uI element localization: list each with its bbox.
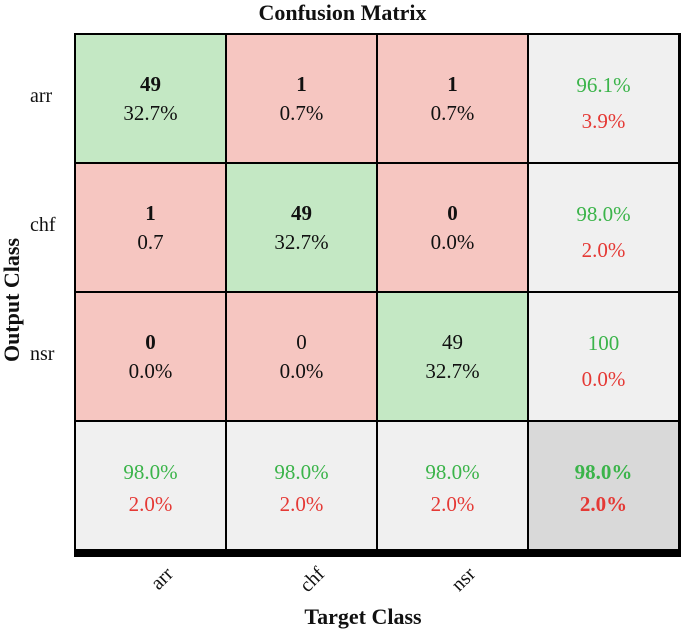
- col-error-rate: 2.0%: [279, 492, 324, 516]
- chart-title: Confusion Matrix: [258, 0, 427, 25]
- matrix-cell: 0 0.0%: [76, 293, 225, 420]
- row-error-rate: 2.0%: [581, 238, 626, 262]
- cell-count: 1: [447, 72, 458, 96]
- cell-percent: 32.7%: [274, 230, 329, 254]
- row-tick-label: chf: [30, 213, 56, 236]
- cell-percent: 0.0%: [430, 230, 475, 254]
- overall-cell: 98.0% 2.0%: [529, 422, 678, 549]
- cell-count: 49: [140, 72, 161, 96]
- col-error-rate: 2.0%: [430, 492, 475, 516]
- matrix-cell: 0 0.0%: [227, 293, 376, 420]
- col-tick-label: nsr: [447, 563, 481, 596]
- row-correct-rate: 100: [587, 331, 620, 355]
- row-correct-rate: 98.0%: [576, 202, 631, 226]
- col-correct-rate: 98.0%: [425, 460, 480, 484]
- col-tick-label: arr: [146, 563, 179, 595]
- row-summary-cell: 98.0% 2.0%: [529, 164, 678, 291]
- col-summary-cell: 98.0% 2.0%: [76, 422, 225, 549]
- cell-percent: 32.7%: [425, 359, 480, 383]
- x-axis-label: Target Class: [304, 604, 422, 629]
- col-correct-rate: 98.0%: [123, 460, 178, 484]
- overall-error-rate: 2.0%: [579, 492, 628, 516]
- cell-percent: 0.7%: [430, 101, 475, 125]
- cell-count: 49: [442, 330, 463, 354]
- cell-percent: 0.0%: [128, 359, 173, 383]
- cell-count: 1: [296, 72, 307, 96]
- matrix-cell: 49 32.7%: [76, 35, 225, 162]
- row-error-rate: 3.9%: [581, 109, 626, 133]
- col-error-rate: 2.0%: [128, 492, 173, 516]
- row-tick-label: arr: [30, 84, 53, 107]
- col-summary-cell: 98.0% 2.0%: [378, 422, 527, 549]
- cell-count: 0: [296, 330, 307, 354]
- overall-correct-rate: 98.0%: [574, 460, 633, 484]
- matrix-cell: 0 0.0%: [378, 164, 527, 291]
- row-summary-cell: 96.1% 3.9%: [529, 35, 678, 162]
- matrix-cell: 1 0.7%: [378, 35, 527, 162]
- cell-count: 0: [447, 201, 458, 225]
- cell-percent: 32.7%: [123, 101, 178, 125]
- col-tick-label: chf: [295, 563, 330, 597]
- matrix-cell: 1 0.7%: [227, 35, 376, 162]
- matrix-cell: 1 0.7: [76, 164, 225, 291]
- matrix-cell: 49 32.7%: [227, 164, 376, 291]
- row-summary-cell: 100 0.0%: [529, 293, 678, 420]
- row-error-rate: 0.0%: [581, 367, 626, 391]
- row-correct-rate: 96.1%: [576, 73, 631, 97]
- y-axis-label: Output Class: [0, 237, 24, 363]
- cell-percent: 0.7%: [279, 101, 324, 125]
- cell-percent: 0.0%: [279, 359, 324, 383]
- row-tick-label: nsr: [30, 342, 55, 365]
- cell-count: 0: [145, 330, 156, 354]
- cell-count: 1: [145, 201, 156, 225]
- matrix-grid: 49 32.7% 1 0.7% 1 0.7% 1 0.7 49 32.7% 0 0.0% 0 0.0% 0 0…: [74, 33, 681, 557]
- cell-count: 49: [291, 201, 312, 225]
- cell-percent: 0.7: [137, 230, 164, 254]
- matrix-cell: 49 32.7%: [378, 293, 527, 420]
- col-summary-cell: 98.0% 2.0%: [227, 422, 376, 549]
- col-correct-rate: 98.0%: [274, 460, 329, 484]
